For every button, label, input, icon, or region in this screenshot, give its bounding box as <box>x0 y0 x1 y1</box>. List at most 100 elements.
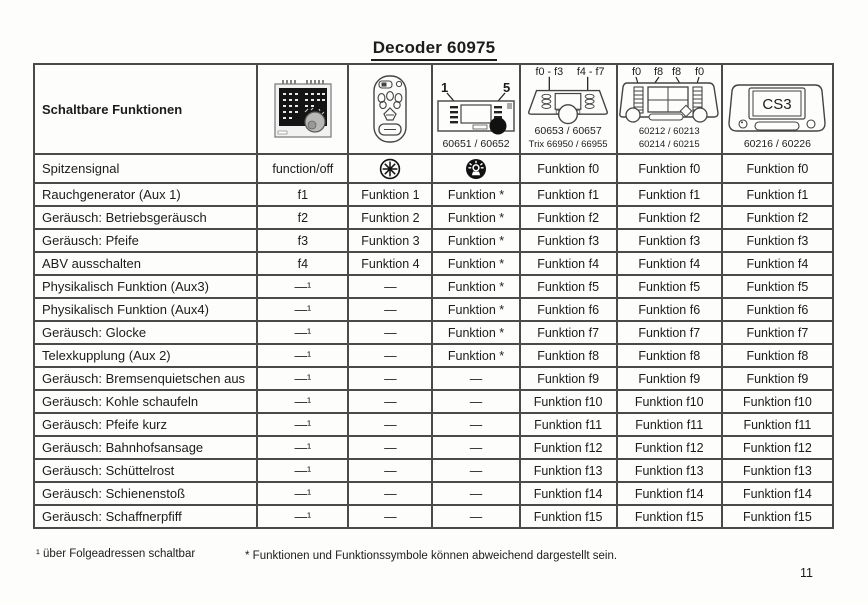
table-cell: Funktion f2 <box>720 205 835 230</box>
table-row: Geräusch: Schaffnerpfiff —¹ — — Funktion f15… <box>32 504 835 529</box>
table-cell: Funktion 4 <box>347 251 434 276</box>
footnote-folgeadressen: ¹ über Folgeadressen schaltbar <box>36 548 196 560</box>
table-cell <box>431 153 521 184</box>
ms2-callout-f4-f7: f4 - f7 <box>577 66 605 78</box>
table-cell: Funktion f15 <box>615 504 723 529</box>
row-label: Geräusch: Schaffnerpfiff <box>32 504 259 529</box>
headlight-filled-icon <box>466 158 487 179</box>
table-row: Geräusch: Bahnhofsansage —¹ — — Funktion f12… <box>32 435 835 460</box>
table-cell: Funktion f1 <box>615 182 723 207</box>
table-cell: Funktion f6 <box>518 297 618 322</box>
table-row: Geräusch: Schüttelrost —¹ — — Funktion f13 Fu… <box>32 458 835 483</box>
table-body: Spitzensignal function/off Funktion f0 Fun… <box>32 153 835 529</box>
table-cell: Funktion * <box>431 205 521 230</box>
table-cell: Funktion * <box>431 228 521 253</box>
table-cell: Funktion * <box>431 320 521 345</box>
footnote-funktionssymbole: * Funktionen und Funktionssymbole können… <box>245 550 618 562</box>
row-label: ABV ausschalten <box>32 251 259 276</box>
table-row: Telexkupplung (Aux 2) —¹ — Funktion * Funkti… <box>32 343 835 368</box>
table-cell: —¹ <box>256 366 350 391</box>
table-row: Spitzensignal function/off Funktion f0 Fun… <box>32 153 835 184</box>
row-label: Geräusch: Pfeife <box>32 228 259 253</box>
header-mobile-station-1: 1 5 <box>431 63 521 155</box>
table-cell: — <box>431 435 521 460</box>
table-cell: Funktion f14 <box>615 481 723 506</box>
table-cell: Funktion 3 <box>347 228 434 253</box>
table-cell: Funktion f3 <box>518 228 618 253</box>
table-cell: Funktion f10 <box>720 389 835 414</box>
table-cell: — <box>347 343 434 368</box>
table-cell: Funktion f4 <box>615 251 723 276</box>
table-cell: — <box>431 504 521 529</box>
table-cell: Funktion f12 <box>720 435 835 460</box>
table-cell: Funktion * <box>431 274 521 299</box>
table-cell: Funktion f11 <box>615 412 723 437</box>
table-cell: Funktion f8 <box>615 343 723 368</box>
table-cell: Funktion f2 <box>615 205 723 230</box>
table-header-row: Schaltbare Funktionen <box>32 63 835 155</box>
row-label: Geräusch: Betriebsgeräusch <box>32 205 259 230</box>
table-cell: f1 <box>256 182 350 207</box>
table-cell: —¹ <box>256 412 350 437</box>
table-cell: Funktion f4 <box>720 251 835 276</box>
table-row: Geräusch: Betriebsgeräusch f2 Funktion 2 Fu… <box>32 205 835 230</box>
table-cell: — <box>347 320 434 345</box>
table-cell: Funktion f4 <box>518 251 618 276</box>
table-cell: Funktion * <box>431 297 521 322</box>
table-cell: —¹ <box>256 458 350 483</box>
table-row: Geräusch: Glocke —¹ — Funktion * Funktion f7… <box>32 320 835 345</box>
mobile-station-2-image: f0 - f3 f4 - f7 <box>528 66 609 125</box>
table-cell: —¹ <box>256 435 350 460</box>
table-cell: Funktion f14 <box>720 481 835 506</box>
table-cell: Funktion f11 <box>720 412 835 437</box>
row-label: Rauchgenerator (Aux 1) <box>32 182 259 207</box>
table-cell: — <box>347 481 434 506</box>
table-cell: Funktion f12 <box>615 435 723 460</box>
table-cell: Funktion f12 <box>518 435 618 460</box>
table-cell: Funktion f14 <box>518 481 618 506</box>
header-mobile-station-2: f0 - f3 f4 - f7 6065 <box>518 63 618 155</box>
table-cell: Funktion * <box>431 182 521 207</box>
table-cell: —¹ <box>256 389 350 414</box>
row-label: Geräusch: Bremsenquietschen aus <box>32 366 259 391</box>
header-infrared-remote <box>347 63 434 155</box>
table-cell: Funktion f0 <box>615 153 723 184</box>
table-cell: — <box>347 274 434 299</box>
row-label: Geräusch: Kohle schaufeln <box>32 389 259 414</box>
cs2-callout-f0-right: f0 <box>695 66 704 78</box>
device-caption: 60216 / 60226 <box>743 138 811 150</box>
table-cell: f3 <box>256 228 350 253</box>
table-cell: Funktion 2 <box>347 205 434 230</box>
control-unit-image <box>274 80 332 138</box>
table-cell: Funktion f6 <box>720 297 835 322</box>
table-cell: Funktion f5 <box>518 274 618 299</box>
table-cell: Funktion f8 <box>720 343 835 368</box>
table-cell: — <box>347 366 434 391</box>
table-cell: — <box>431 389 521 414</box>
table-cell: Funktion f10 <box>615 389 723 414</box>
device-caption-line2: Trix 66950 / 66955 <box>528 139 608 150</box>
table-cell: Funktion f3 <box>615 228 723 253</box>
cs3-screen-label: CS3 <box>763 96 792 113</box>
infrared-remote-image <box>373 75 408 143</box>
ms1-callout-5: 5 <box>503 80 510 95</box>
table-cell: Funktion f0 <box>518 153 618 184</box>
table-cell: Funktion f15 <box>720 504 835 529</box>
table-cell: Funktion * <box>431 343 521 368</box>
table-cell <box>347 153 434 184</box>
device-caption: 60653 / 60657 <box>534 125 602 137</box>
table-cell: Funktion f8 <box>518 343 618 368</box>
cs2-callout-f8-right: f8 <box>672 66 681 78</box>
table-cell: Funktion f13 <box>615 458 723 483</box>
table-cell: — <box>347 435 434 460</box>
table-cell: —¹ <box>256 274 350 299</box>
page-title-wrap: Decoder 60975 <box>0 38 868 61</box>
table-cell: — <box>431 481 521 506</box>
table-cell: Funktion f5 <box>720 274 835 299</box>
table-cell: — <box>347 389 434 414</box>
table-cell: f2 <box>256 205 350 230</box>
row-label: Geräusch: Pfeife kurz <box>32 412 259 437</box>
table-cell: — <box>347 297 434 322</box>
table-cell: function/off <box>256 153 350 184</box>
device-caption: 60212 / 60213 <box>638 126 700 137</box>
